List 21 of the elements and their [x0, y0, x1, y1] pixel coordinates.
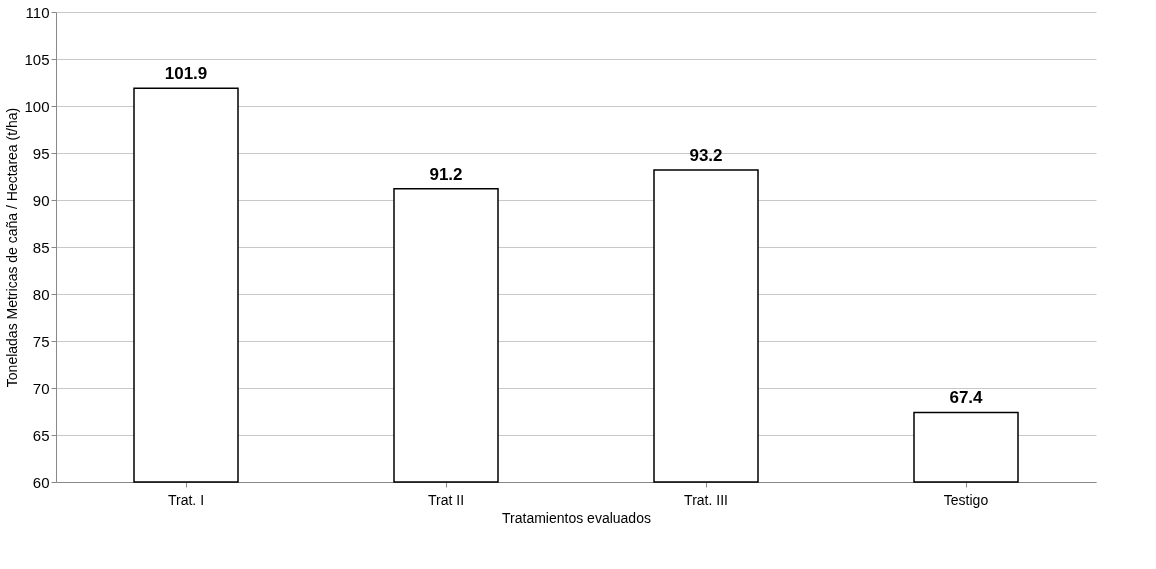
y-tick-label: 70 [32, 379, 50, 397]
y-tick-label: 95 [32, 144, 50, 162]
y-tick-label: 105 [24, 50, 50, 68]
y-tick-label: 85 [32, 238, 50, 256]
data-label: 91.2 [429, 164, 463, 184]
x-tick-label: Testigo [943, 491, 989, 508]
data-label: 67.4 [949, 388, 984, 408]
x-tick-label: Trat. I [167, 491, 205, 508]
y-tick-label: 75 [32, 332, 50, 350]
y-tick-label: 80 [32, 285, 50, 303]
y-axis-title: Toneladas Metricas de caña / Hectarea (t/ha) [4, 107, 21, 388]
x-axis-title: Tratamientos evaluados [502, 509, 651, 526]
y-tick-label: 60 [32, 473, 50, 491]
x-tick-label: Trat. III [684, 491, 728, 508]
data-label: 93.2 [689, 145, 723, 165]
y-tick-label: 90 [32, 191, 50, 209]
y-tick-label: 100 [24, 97, 50, 115]
data-label: 101.9 [164, 64, 208, 84]
y-tick-label: 110 [25, 3, 50, 21]
y-tick-label: 65 [32, 426, 50, 444]
x-tick-label: Trat II [427, 491, 465, 508]
